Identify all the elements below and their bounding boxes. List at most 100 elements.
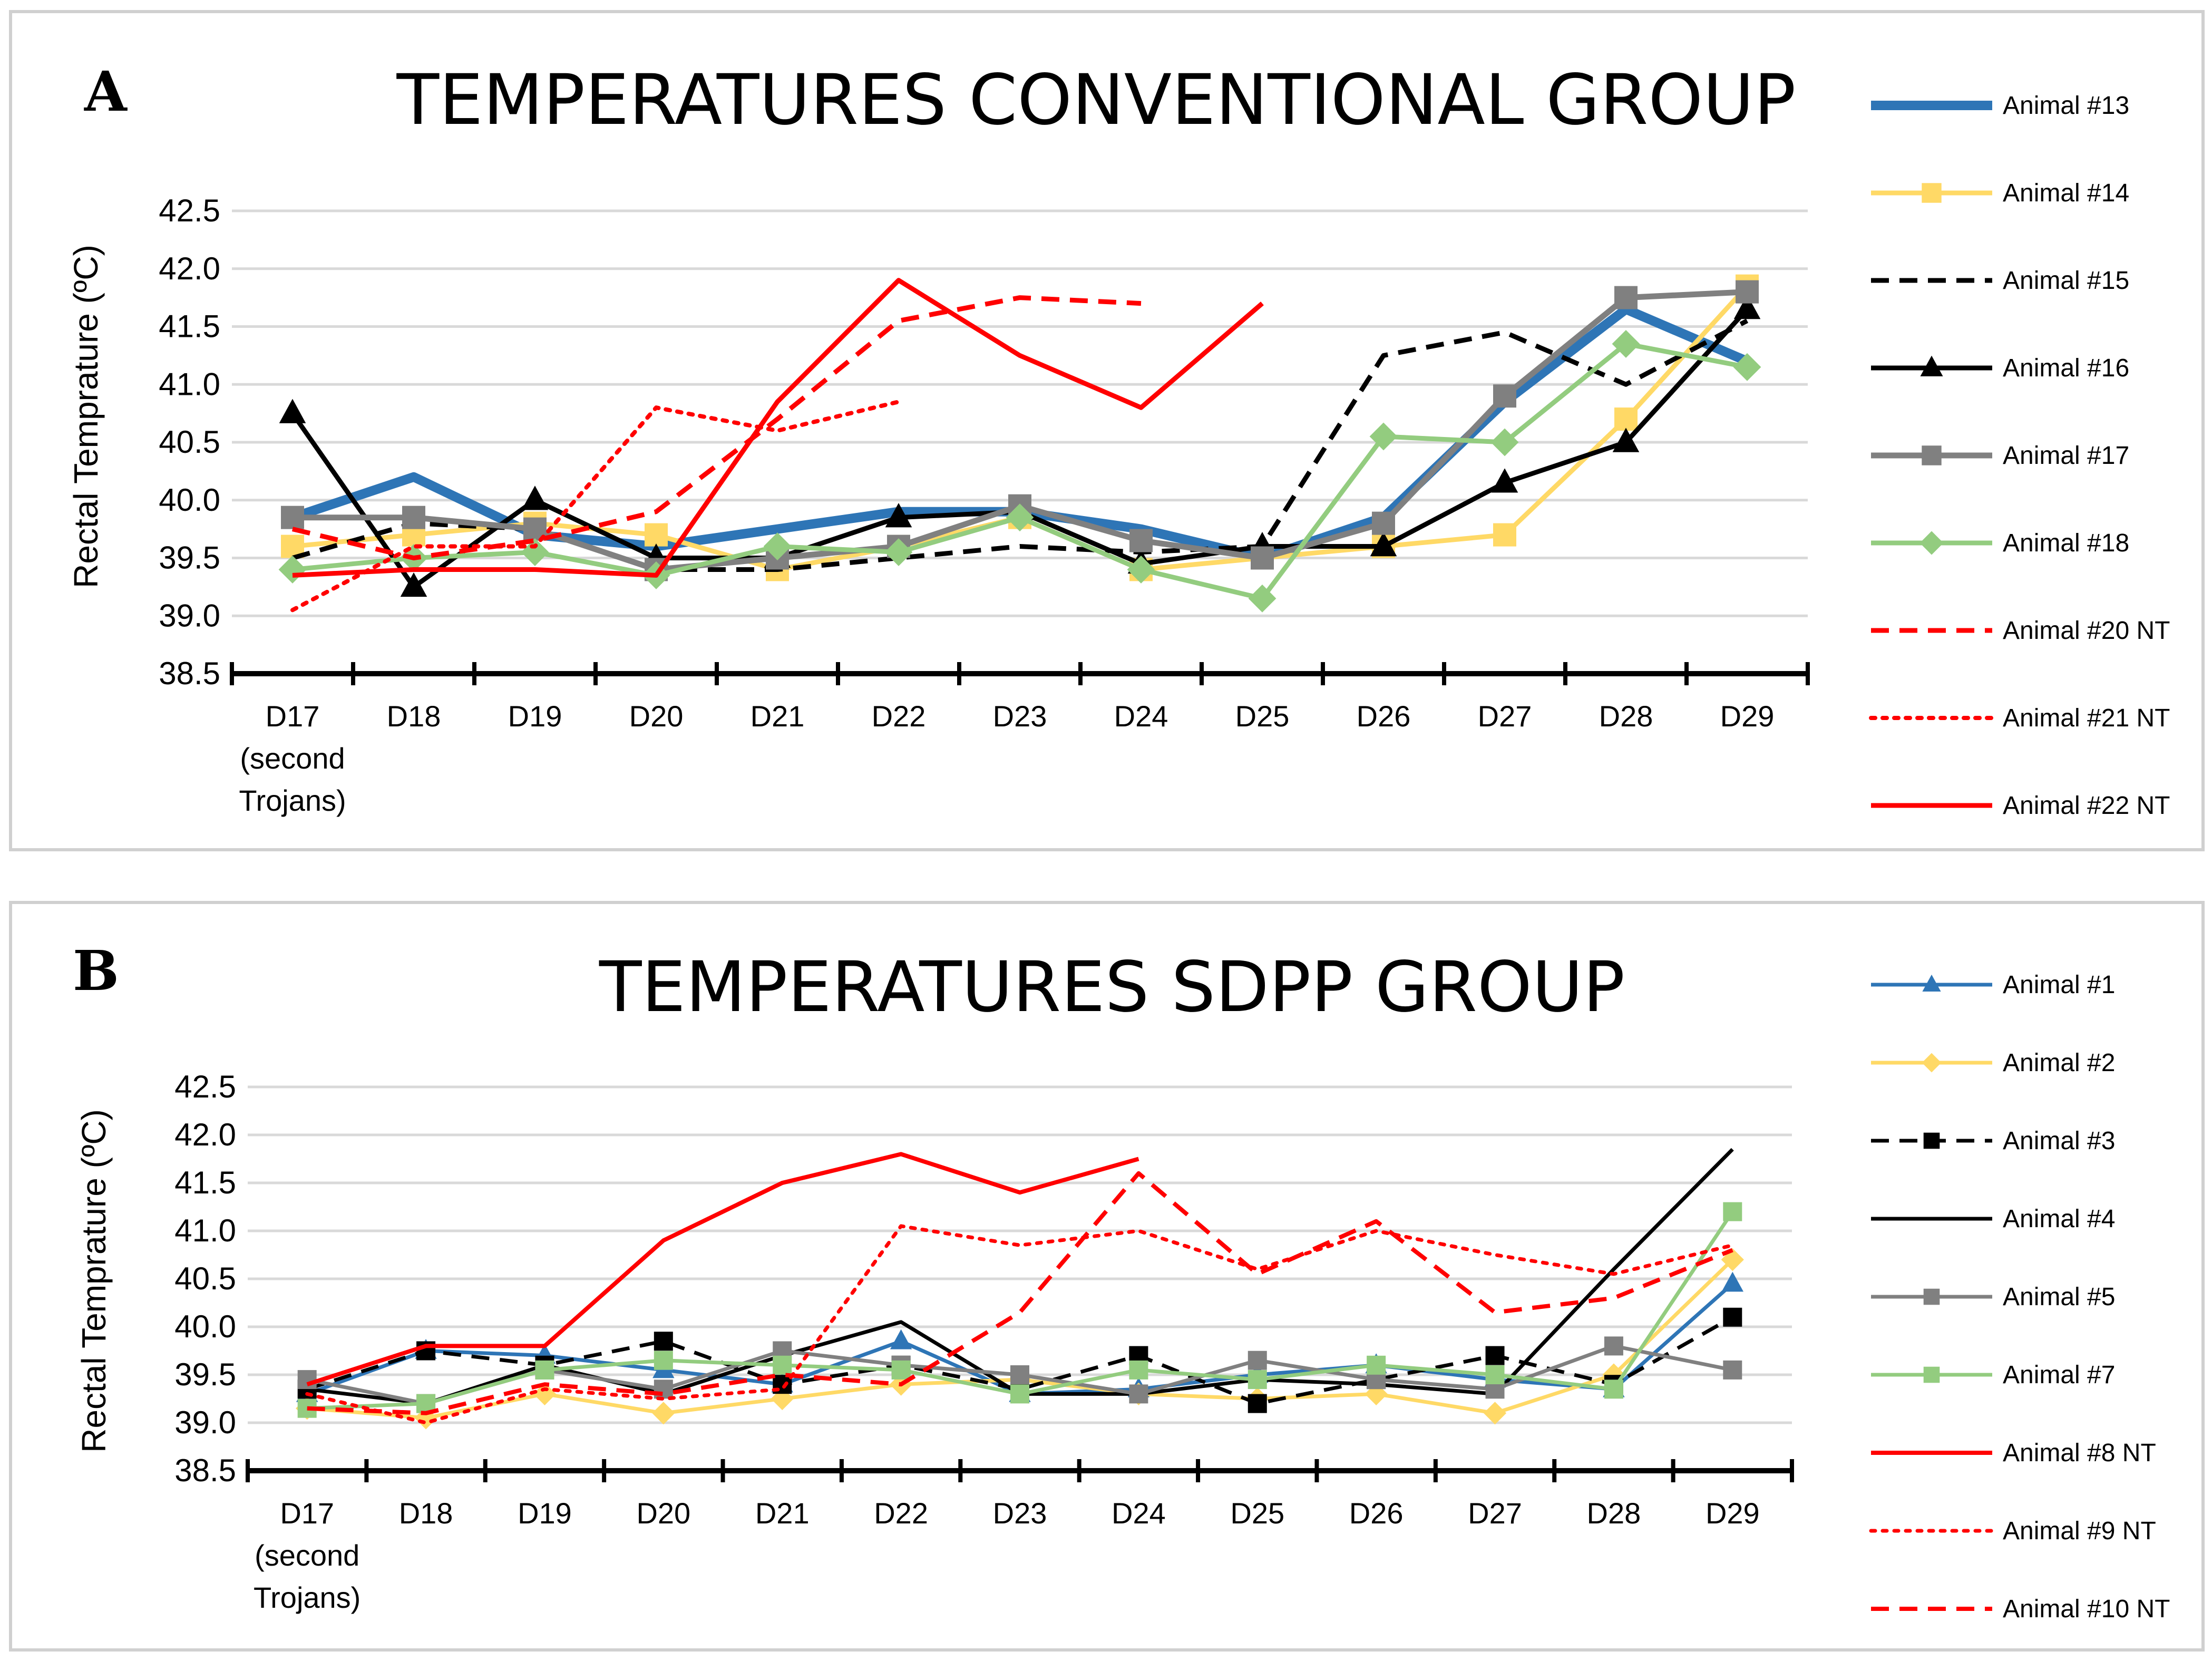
legend-label: Animal #18 bbox=[2003, 529, 2129, 557]
y-tick-label: 39.5 bbox=[174, 1357, 236, 1392]
legend-label: Animal #3 bbox=[2003, 1127, 2115, 1155]
data-point bbox=[884, 538, 913, 566]
data-point bbox=[1604, 1380, 1623, 1399]
series-line bbox=[306, 1152, 1139, 1387]
data-point bbox=[281, 506, 304, 529]
data-point bbox=[1604, 1336, 1623, 1356]
series-line bbox=[291, 318, 1749, 572]
data-point bbox=[1010, 1365, 1029, 1384]
y-tick-label: 42.5 bbox=[159, 193, 220, 228]
data-point bbox=[1612, 330, 1640, 358]
data-point bbox=[1372, 511, 1395, 535]
legend-label: Animal #7 bbox=[2003, 1361, 2115, 1389]
y-tick-label: 41.5 bbox=[159, 309, 220, 344]
x-tick-label: D20 bbox=[636, 1497, 690, 1530]
data-point bbox=[535, 1360, 554, 1380]
x-tick-note: Trojans) bbox=[254, 1581, 360, 1614]
legend-entry: Animal #9 NT bbox=[1869, 1517, 2156, 1545]
x-tick-label: D22 bbox=[874, 1497, 928, 1530]
legend-label: Animal #1 bbox=[2003, 971, 2115, 999]
x-tick-label: D22 bbox=[872, 700, 926, 733]
series-line bbox=[290, 400, 901, 613]
x-tick-label: D27 bbox=[1478, 700, 1532, 733]
data-point bbox=[763, 532, 792, 560]
data-point bbox=[1248, 1351, 1267, 1370]
x-tick-label: D25 bbox=[1235, 700, 1290, 733]
data-point bbox=[1733, 353, 1761, 381]
panel-a-legend: Animal #13 Animal #14 Animal #15 Animal #16… bbox=[1869, 92, 2170, 820]
data-point bbox=[654, 1380, 673, 1399]
data-point bbox=[279, 399, 306, 423]
x-tick-label: D28 bbox=[1599, 700, 1653, 733]
y-tick-label: 42.0 bbox=[159, 251, 220, 286]
legend-entry: Animal #16 bbox=[1871, 354, 2129, 382]
legend-entry: Animal #4 bbox=[1871, 1205, 2115, 1233]
data-point bbox=[1129, 529, 1153, 552]
data-point bbox=[1721, 1271, 1744, 1292]
legend-marker bbox=[1923, 1132, 1940, 1149]
data-point bbox=[1723, 1202, 1742, 1221]
y-tick-label: 42.0 bbox=[174, 1117, 236, 1152]
x-tick-note: Trojans) bbox=[239, 784, 346, 817]
panel-b-frame bbox=[9, 901, 2205, 1652]
data-point bbox=[652, 1402, 675, 1425]
x-tick-label: D26 bbox=[1349, 1497, 1404, 1530]
x-tick-label: D17 bbox=[266, 700, 320, 733]
legend-entry: Animal #15 bbox=[1871, 267, 2129, 295]
y-tick-label: 38.5 bbox=[159, 656, 220, 691]
data-point bbox=[1483, 1402, 1507, 1425]
y-tick-label: 39.5 bbox=[159, 540, 220, 576]
legend-entry: Animal #21 NT bbox=[1869, 704, 2170, 732]
series-animal-15 bbox=[291, 318, 1749, 572]
panel-b-legend: Animal #1 Animal #2 Animal #3 Animal #4 Anim… bbox=[1869, 971, 2170, 1623]
data-point bbox=[1248, 1394, 1267, 1413]
data-point bbox=[1127, 556, 1155, 584]
x-tick-label: D18 bbox=[387, 700, 441, 733]
data-point bbox=[1129, 1384, 1148, 1404]
legend-entry: Animal #7 bbox=[1871, 1361, 2115, 1389]
legend-marker bbox=[1923, 1366, 1940, 1383]
panel-a-letter: A bbox=[84, 59, 128, 124]
data-point bbox=[1485, 1365, 1505, 1384]
data-point bbox=[297, 1370, 317, 1390]
legend-entry: Animal #8 NT bbox=[1871, 1439, 2156, 1467]
data-point bbox=[402, 506, 425, 529]
panel-b-letter: B bbox=[73, 938, 119, 1003]
x-tick-label: D26 bbox=[1357, 700, 1411, 733]
series-animal-8-nt bbox=[306, 1152, 1139, 1387]
data-point bbox=[1612, 428, 1640, 452]
series-animal-18 bbox=[278, 330, 1761, 613]
legend-entry: Animal #2 bbox=[1871, 1049, 2115, 1077]
y-tick-label: 41.5 bbox=[174, 1165, 236, 1200]
x-tick-label: D21 bbox=[751, 700, 805, 733]
legend-entry: Animal #17 bbox=[1871, 442, 2129, 470]
data-point bbox=[1733, 295, 1761, 319]
data-point bbox=[1491, 468, 1518, 493]
y-tick-label: 41.0 bbox=[174, 1213, 236, 1248]
x-tick-label: D17 bbox=[280, 1497, 334, 1530]
legend-label: Animal #21 NT bbox=[2003, 704, 2170, 732]
data-point bbox=[654, 1332, 673, 1351]
x-tick-label: D24 bbox=[1112, 1497, 1166, 1530]
legend-label: Animal #9 NT bbox=[2003, 1517, 2156, 1545]
data-point bbox=[1251, 546, 1274, 570]
data-point bbox=[773, 1355, 792, 1375]
data-point bbox=[645, 523, 668, 547]
legend-marker bbox=[1920, 355, 1943, 376]
data-point bbox=[1723, 1307, 1742, 1327]
series-animal-20-nt bbox=[291, 295, 1142, 560]
series-animal-10-nt bbox=[307, 1171, 1733, 1415]
series-animal-7 bbox=[297, 1202, 1742, 1418]
panel-a-frame bbox=[9, 10, 2205, 851]
panel-b-ylabel: Rectal Temprature (ºC) bbox=[75, 1109, 113, 1453]
data-point bbox=[1006, 503, 1034, 532]
x-tick-note: (second bbox=[240, 742, 345, 775]
x-tick-note: (second bbox=[255, 1539, 359, 1572]
data-point bbox=[1370, 532, 1397, 557]
legend-entry: Animal #22 NT bbox=[1871, 792, 2170, 820]
x-tick-label: D28 bbox=[1587, 1497, 1641, 1530]
legend-marker bbox=[1922, 1053, 1942, 1073]
panel-b-plot: 38.5 39.0 39.5 40.0 40.5 41.0 41.5 42.0 42.5 D17 (… bbox=[174, 1069, 1794, 1614]
data-point bbox=[521, 485, 549, 510]
